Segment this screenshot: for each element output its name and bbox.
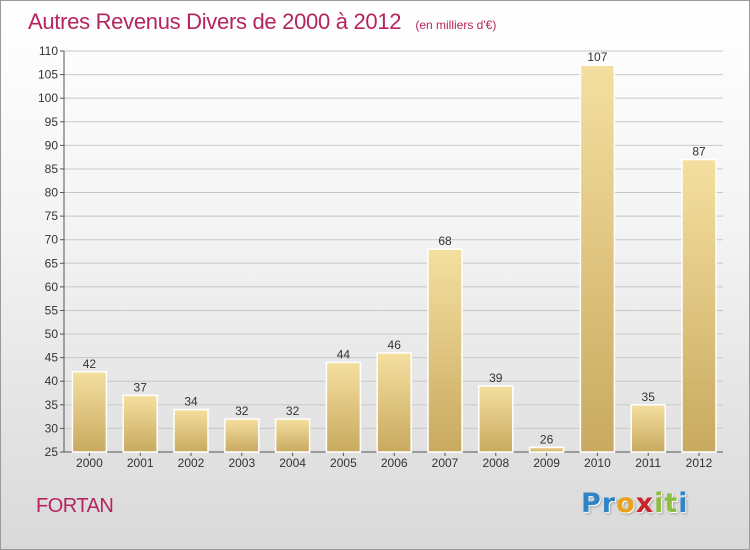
data-label-2006: 46 — [388, 338, 402, 352]
chart-subtitle: (en milliers d'€) — [415, 18, 497, 32]
chart-title-main: Autres Revenus Divers de 2000 à 2012 — [28, 9, 402, 34]
y-tick-label: 70 — [45, 233, 59, 247]
x-tick-label: 2007 — [432, 456, 459, 470]
y-tick-label: 80 — [45, 186, 59, 200]
x-tick-label: 2006 — [381, 456, 408, 470]
brand-letter: P — [581, 488, 602, 519]
y-tick-label: 40 — [45, 374, 59, 388]
y-tick-label: 65 — [45, 256, 59, 270]
data-label-2012: 87 — [692, 145, 706, 159]
brand-logo[interactable]: Proxiti — [581, 488, 689, 519]
x-tick-label: 2003 — [228, 456, 255, 470]
bar-2002 — [173, 408, 209, 453]
data-label-2002: 34 — [184, 395, 198, 409]
data-label-2010: 107 — [587, 50, 607, 64]
bar-2007 — [427, 248, 463, 453]
x-tick-label: 2010 — [584, 456, 611, 470]
x-tick-label: 2005 — [330, 456, 357, 470]
bar-2008 — [478, 385, 514, 453]
data-label-2011: 35 — [642, 390, 656, 404]
data-label-2000: 42 — [83, 357, 97, 371]
y-tick-label: 95 — [45, 115, 59, 129]
y-tick-label: 110 — [39, 44, 58, 58]
bar-2009 — [528, 446, 565, 453]
x-tick-label: 2001 — [127, 456, 154, 470]
x-tick-label: 2009 — [533, 456, 560, 470]
y-tick-label: 35 — [45, 398, 59, 412]
x-tick-label: 2008 — [482, 456, 509, 470]
x-tick-label: 2012 — [686, 456, 713, 470]
x-tick-label: 2002 — [178, 456, 205, 470]
bar-2005 — [325, 361, 362, 453]
bars — [71, 64, 717, 453]
data-label-2003: 32 — [235, 404, 249, 418]
brand-letter: i — [654, 488, 665, 519]
data-labels: 42 37 34 32 32 44 46 68 39 26 107 35 87 — [83, 50, 706, 446]
bar-2000 — [71, 371, 108, 453]
brand-letter: x — [635, 488, 655, 519]
chart-title: Autres Revenus Divers de 2000 à 2012 (en… — [28, 9, 496, 35]
data-label-2009: 26 — [540, 432, 554, 446]
y-tick-label: 50 — [45, 327, 59, 341]
y-tick-label: 105 — [38, 68, 58, 82]
data-label-2005: 44 — [337, 347, 351, 361]
y-tick-label: 55 — [45, 303, 59, 317]
y-tick-label: 45 — [45, 351, 59, 365]
x-tick-label: 2004 — [279, 456, 306, 470]
bar-2001 — [122, 394, 158, 453]
data-label-2001: 37 — [134, 380, 148, 394]
bar-2011 — [630, 404, 666, 453]
bar-2004 — [274, 418, 311, 453]
y-tick-label: 85 — [45, 162, 59, 176]
bar-2003 — [224, 418, 260, 453]
x-tick-label: 2011 — [635, 456, 661, 470]
y-tick-label: 25 — [45, 445, 59, 459]
y-tick-label: 100 — [38, 91, 58, 105]
commune-name: FORTAN — [36, 495, 114, 517]
y-tick-label: 75 — [45, 209, 59, 223]
brand-letter: r — [601, 488, 617, 519]
y-tick-label: 90 — [45, 138, 59, 152]
data-label-2007: 68 — [438, 234, 452, 248]
bar-2012 — [681, 158, 717, 453]
y-tick-label: 30 — [45, 421, 59, 435]
y-tick-label: 60 — [45, 280, 59, 294]
brand-letter: i — [678, 488, 689, 519]
data-label-2004: 32 — [286, 404, 300, 418]
brand-letter: o — [616, 488, 636, 519]
x-tick-label: 2000 — [76, 456, 103, 470]
bar-2006 — [376, 352, 412, 453]
data-label-2008: 39 — [489, 371, 503, 385]
bar-2010 — [579, 64, 616, 453]
brand-letter: t — [664, 488, 679, 519]
